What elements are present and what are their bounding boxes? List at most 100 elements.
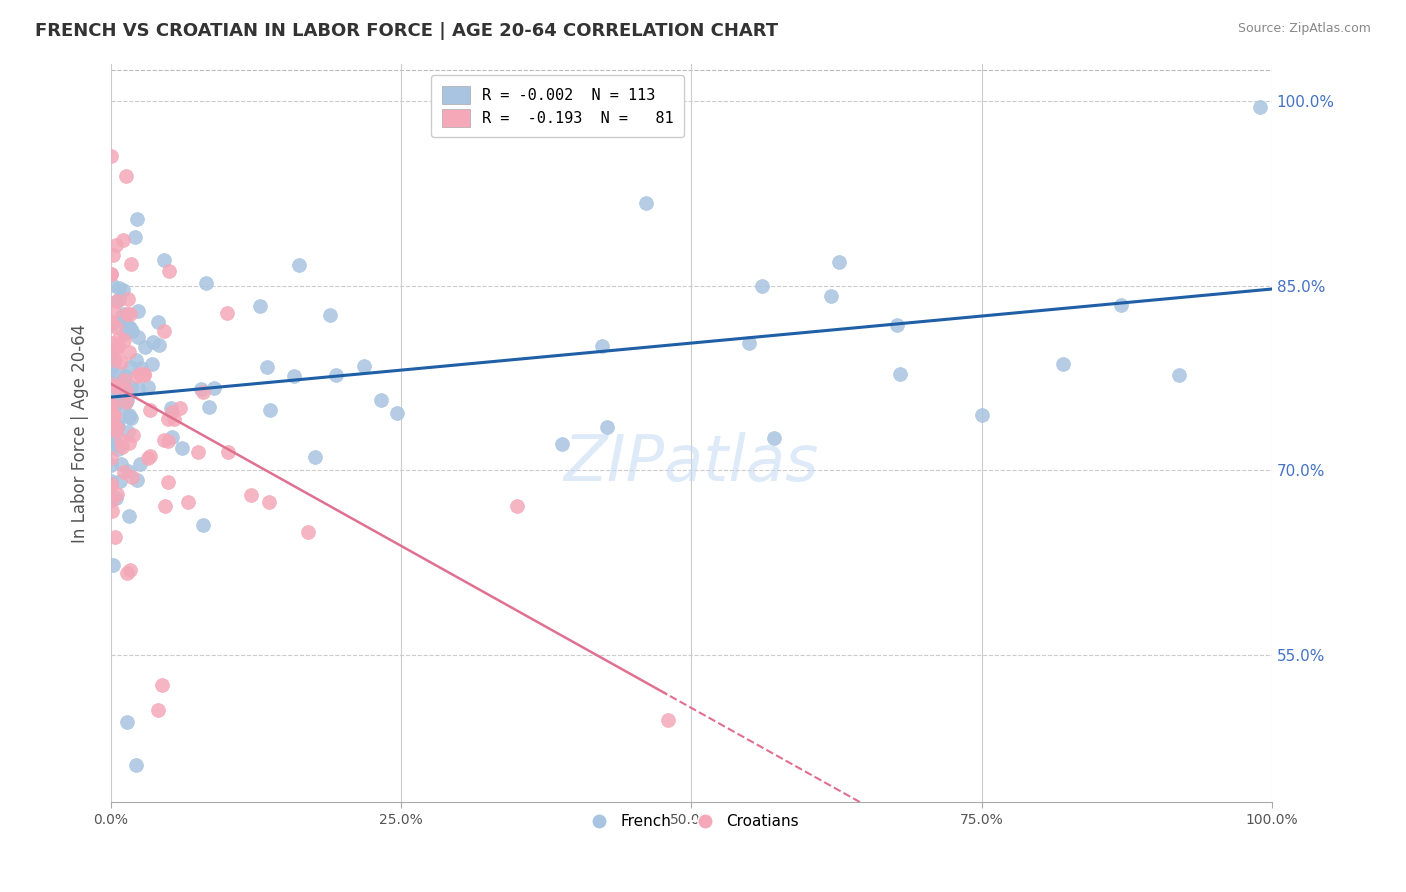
Point bbox=[256, 359, 278, 374]
Point bbox=[115, 566, 138, 580]
Point bbox=[100, 477, 122, 491]
Point bbox=[110, 354, 132, 368]
Point bbox=[596, 419, 619, 434]
Point bbox=[283, 369, 305, 384]
Point bbox=[101, 417, 124, 432]
Point bbox=[304, 450, 326, 464]
Point bbox=[156, 475, 179, 490]
Point bbox=[118, 345, 141, 359]
Point bbox=[100, 316, 122, 330]
Point bbox=[100, 479, 122, 493]
Point bbox=[886, 318, 908, 332]
Point bbox=[112, 333, 135, 347]
Point bbox=[118, 410, 141, 425]
Point bbox=[820, 289, 842, 303]
Point bbox=[127, 369, 149, 384]
Point bbox=[288, 258, 311, 272]
Point bbox=[103, 400, 125, 414]
Point bbox=[114, 326, 136, 340]
Point bbox=[105, 365, 128, 379]
Point bbox=[100, 316, 122, 330]
Point bbox=[198, 401, 221, 415]
Point bbox=[217, 445, 239, 459]
Point bbox=[105, 293, 128, 308]
Point bbox=[111, 440, 134, 454]
Point bbox=[118, 320, 141, 334]
Point bbox=[108, 293, 131, 307]
Point bbox=[132, 367, 155, 381]
Point bbox=[100, 376, 122, 391]
Text: Source: ZipAtlas.com: Source: ZipAtlas.com bbox=[1237, 22, 1371, 36]
Point bbox=[117, 464, 139, 478]
Point bbox=[157, 412, 180, 426]
Point bbox=[136, 451, 159, 466]
Point bbox=[104, 530, 127, 544]
Point bbox=[105, 486, 128, 500]
Point bbox=[107, 442, 129, 456]
Point bbox=[111, 233, 134, 247]
Point bbox=[115, 395, 138, 409]
Point bbox=[100, 458, 122, 472]
Point bbox=[100, 149, 122, 163]
Point bbox=[153, 499, 176, 513]
Point bbox=[101, 248, 124, 262]
Point bbox=[385, 406, 408, 420]
Point bbox=[139, 403, 162, 417]
Point bbox=[191, 518, 214, 533]
Point bbox=[1052, 358, 1074, 372]
Point bbox=[115, 392, 138, 407]
Point bbox=[104, 491, 127, 506]
Point bbox=[136, 379, 159, 393]
Point bbox=[100, 358, 122, 372]
Point bbox=[160, 401, 183, 415]
Point bbox=[239, 488, 262, 502]
Point bbox=[160, 430, 183, 444]
Point bbox=[202, 381, 225, 395]
Point bbox=[118, 508, 141, 523]
Point bbox=[1168, 368, 1191, 383]
Point bbox=[114, 381, 136, 395]
Point bbox=[118, 436, 141, 450]
Point bbox=[100, 267, 122, 281]
Point bbox=[111, 309, 134, 323]
Point bbox=[970, 408, 993, 422]
Point bbox=[297, 525, 319, 540]
Point bbox=[118, 409, 141, 423]
Point bbox=[370, 392, 392, 407]
Point bbox=[177, 495, 200, 509]
Point bbox=[194, 276, 217, 290]
Point bbox=[108, 384, 131, 399]
Point bbox=[107, 339, 129, 353]
Point bbox=[100, 278, 122, 293]
Point bbox=[129, 457, 152, 471]
Point bbox=[103, 376, 125, 391]
Point bbox=[121, 428, 143, 442]
Point bbox=[100, 440, 122, 454]
Point bbox=[110, 457, 132, 471]
Point bbox=[657, 713, 679, 727]
Point bbox=[127, 381, 149, 395]
Point bbox=[117, 425, 139, 440]
Point bbox=[111, 283, 134, 297]
Point bbox=[117, 715, 139, 730]
Point bbox=[118, 320, 141, 334]
Point bbox=[127, 330, 149, 344]
Point bbox=[108, 281, 131, 295]
Point bbox=[153, 324, 176, 338]
Point bbox=[104, 380, 127, 394]
Point bbox=[104, 343, 127, 357]
Point bbox=[112, 400, 135, 414]
Point bbox=[100, 474, 122, 488]
Point bbox=[115, 383, 138, 397]
Point bbox=[141, 357, 163, 371]
Point bbox=[105, 421, 128, 435]
Point bbox=[125, 353, 148, 368]
Point bbox=[108, 331, 131, 345]
Point bbox=[115, 169, 138, 183]
Point bbox=[146, 315, 169, 329]
Point bbox=[762, 431, 785, 445]
Point bbox=[190, 383, 212, 397]
Point bbox=[120, 380, 142, 394]
Point bbox=[191, 385, 214, 400]
Point bbox=[112, 465, 135, 479]
